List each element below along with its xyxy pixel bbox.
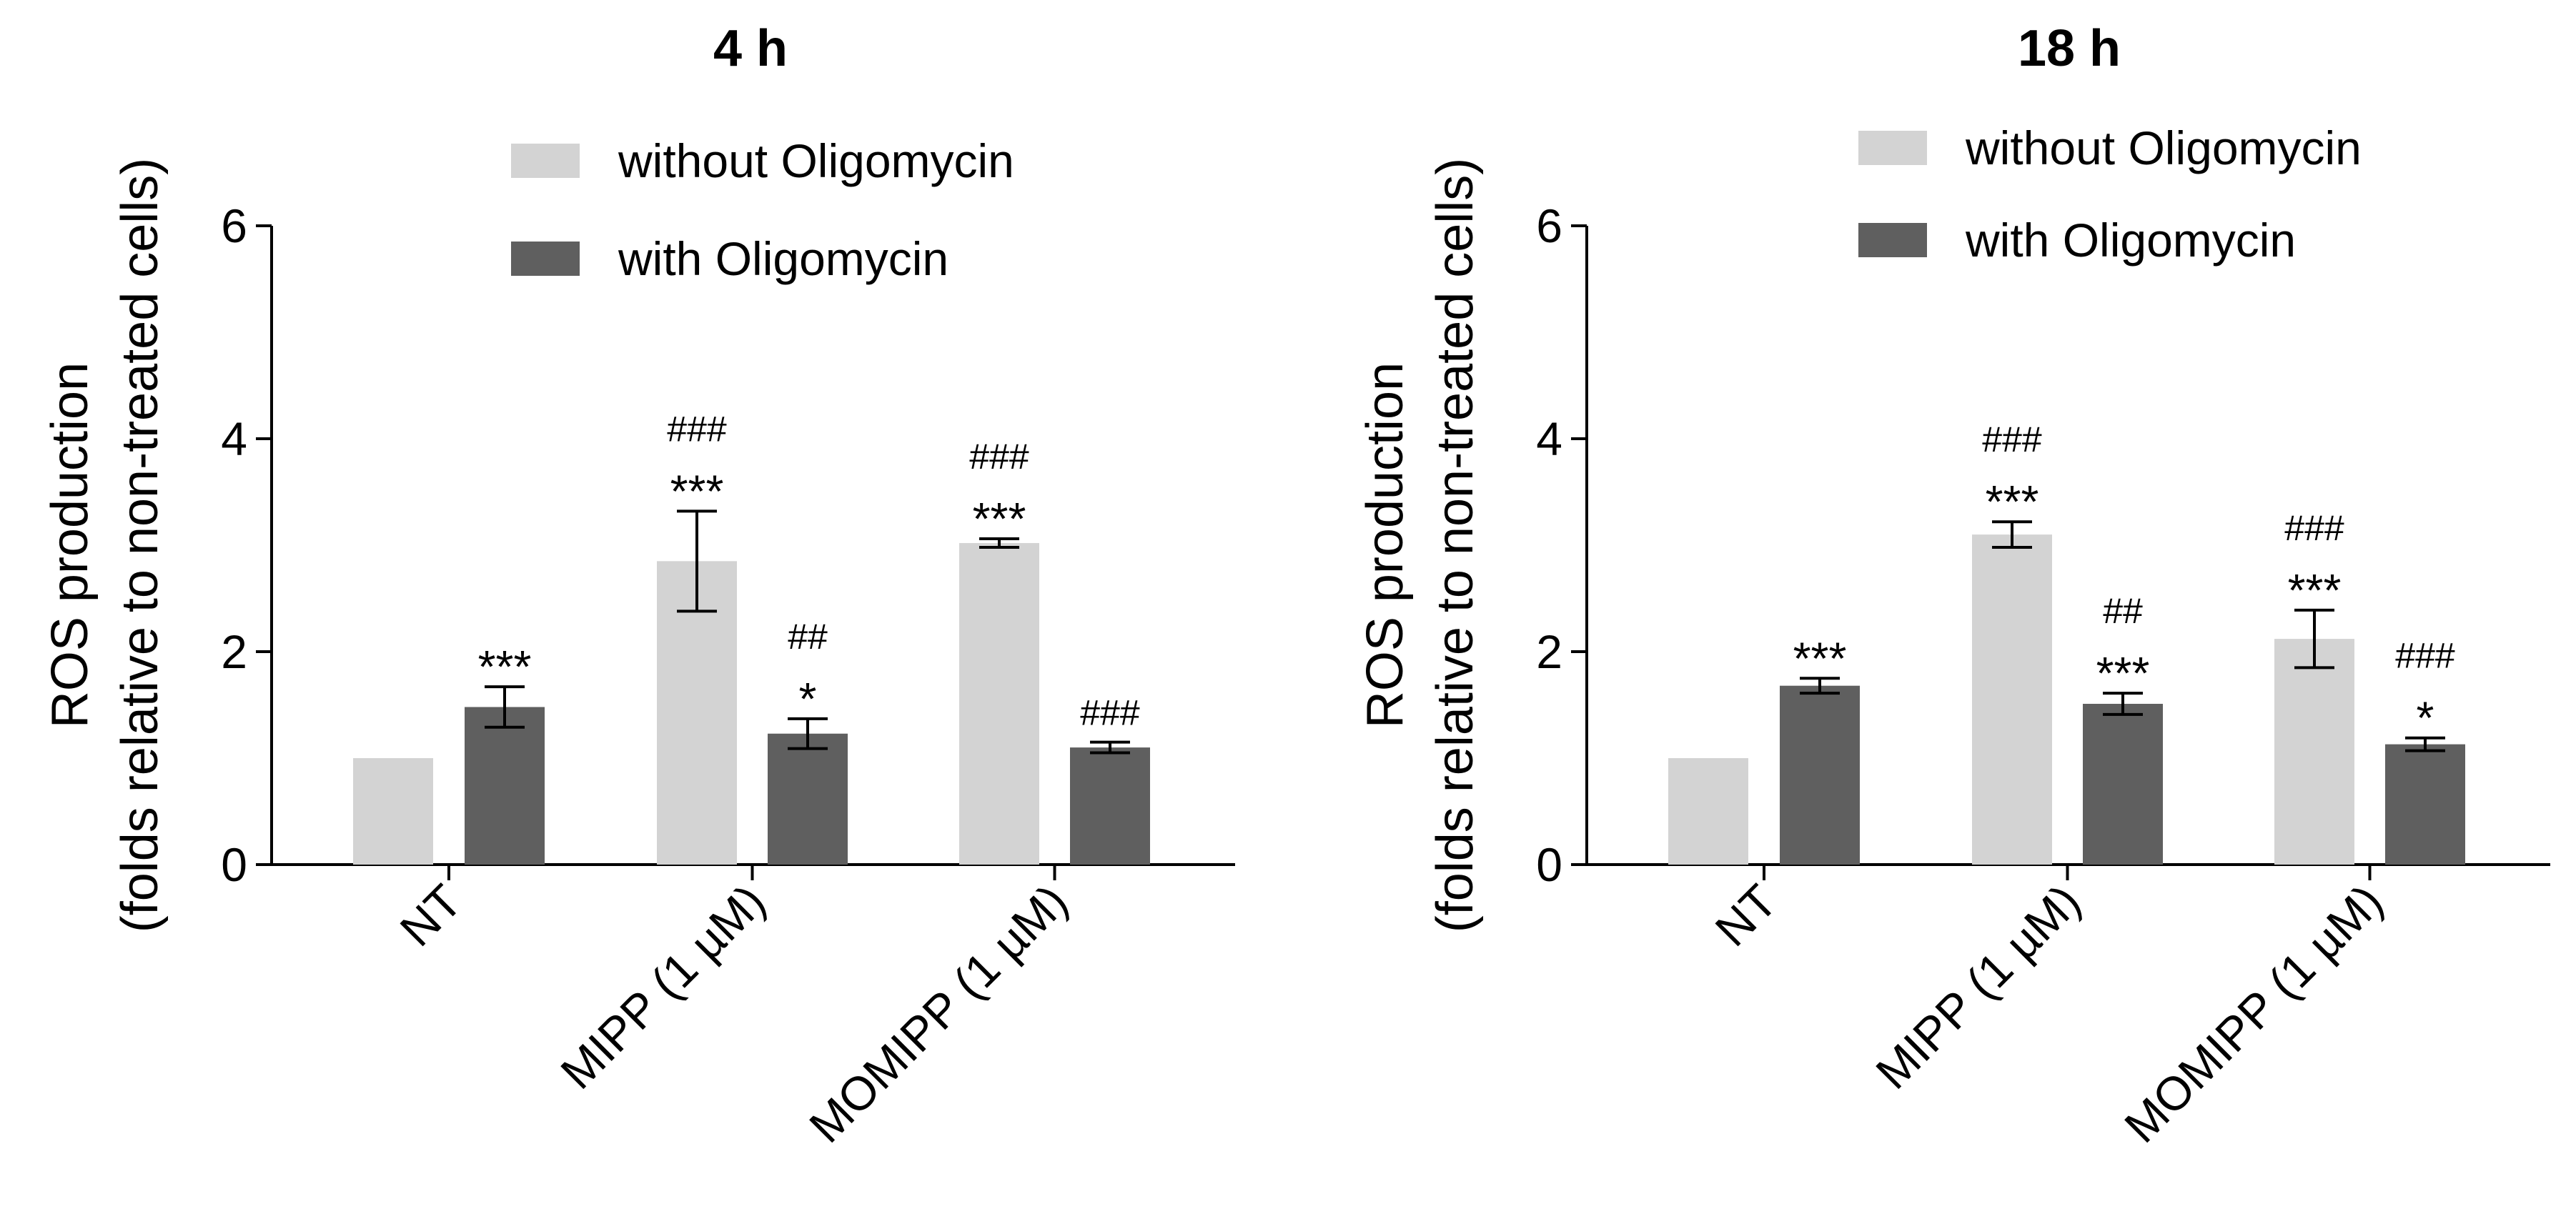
y-tick-label: 4 <box>221 412 247 465</box>
significance-annotation: ### <box>1080 693 1140 733</box>
bar <box>1780 685 1860 865</box>
significance-annotation: ### <box>2284 508 2344 548</box>
y-axis-label-line2: (folds relative to non-treated cells) <box>112 158 169 933</box>
significance-annotation: *** <box>2288 564 2342 616</box>
x-category-label: NT <box>1705 875 1787 957</box>
y-tick-label: 6 <box>221 199 247 252</box>
bar <box>1668 758 1748 865</box>
chart-title: 18 h <box>2018 20 2121 77</box>
significance-annotation: *** <box>2096 647 2150 699</box>
chart-panel-0: 4 h ROS production (folds relative to non-… <box>41 20 1235 1153</box>
y-tick-label: 6 <box>1536 199 1562 252</box>
legend-swatch <box>1858 223 1927 257</box>
bar <box>768 733 848 865</box>
significance-annotation: ## <box>788 617 828 657</box>
legend-swatch <box>511 242 580 276</box>
chart-title: 4 h <box>713 20 788 77</box>
bar <box>959 543 1039 865</box>
y-tick-label: 0 <box>1536 838 1562 891</box>
chart-panel-1: 18 h ROS production (folds relative to non… <box>1357 20 2550 1153</box>
legend-swatch <box>1858 131 1927 165</box>
bar <box>1070 747 1150 865</box>
y-tick-label: 2 <box>1536 625 1562 678</box>
significance-annotation: *** <box>478 641 532 692</box>
significance-annotation: ### <box>969 437 1029 477</box>
y-tick-label: 4 <box>1536 412 1562 465</box>
x-category-label: NT <box>390 875 472 957</box>
y-axis-label-line1: ROS production <box>41 362 99 728</box>
significance-annotation: *** <box>973 493 1026 544</box>
x-category-label: MOMIPP (1 µM) <box>799 875 1077 1153</box>
y-tick-label: 0 <box>221 838 247 891</box>
bar <box>465 707 545 865</box>
significance-annotation: * <box>799 673 817 725</box>
x-category-label: MIPP (1 µM) <box>1866 875 2090 1099</box>
y-tick-label: 2 <box>221 625 247 678</box>
bar <box>2274 639 2354 865</box>
legend-label: without Oligomycin <box>1965 121 2362 174</box>
significance-annotation: ### <box>667 409 727 449</box>
legend-swatch <box>511 144 580 178</box>
bar <box>2385 744 2465 865</box>
bar <box>1972 534 2052 865</box>
significance-annotation: *** <box>670 465 724 517</box>
significance-annotation: ## <box>2103 591 2143 631</box>
bar <box>353 758 433 865</box>
legend-label: with Oligomycin <box>1965 214 2296 267</box>
significance-annotation: ### <box>1982 419 2042 459</box>
legend-label: without Oligomycin <box>618 134 1014 187</box>
y-axis-label-line2: (folds relative to non-treated cells) <box>1427 158 1484 933</box>
y-axis-label-line1: ROS production <box>1357 362 1414 728</box>
bar <box>2083 704 2163 865</box>
x-category-label: MIPP (1 µM) <box>550 875 775 1099</box>
significance-annotation: * <box>2417 692 2434 744</box>
significance-annotation: *** <box>1793 632 1847 684</box>
legend-label: with Oligomycin <box>618 232 948 285</box>
significance-annotation: *** <box>1986 476 2039 527</box>
significance-annotation: ### <box>2395 636 2455 676</box>
x-category-label: MOMIPP (1 µM) <box>2114 875 2392 1153</box>
